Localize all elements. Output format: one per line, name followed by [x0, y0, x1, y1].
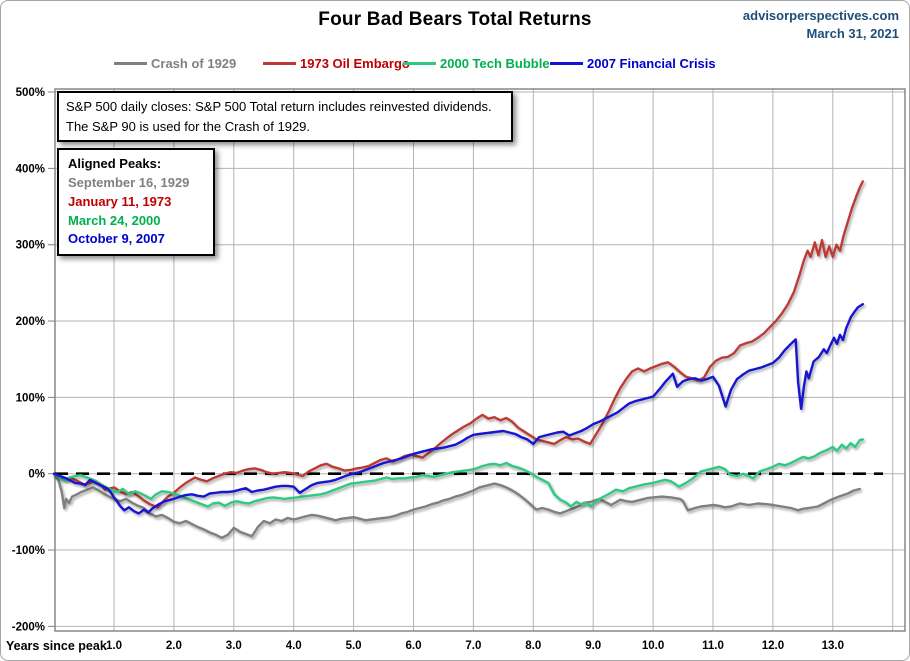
x-tick-label: 5.0 [346, 640, 362, 652]
aligned-peaks-title: Aligned Peaks: [68, 156, 162, 171]
aligned-peak-date: September 16, 1929 [68, 174, 190, 190]
x-tick-label: 12.0 [762, 640, 784, 652]
x-tick-label: 3.0 [226, 640, 242, 652]
legend-line-swatch [263, 61, 296, 65]
page-title: Four Bad Bears Total Returns [318, 9, 592, 30]
x-tick-label: 9.0 [585, 640, 601, 652]
x-tick-label: 7.0 [465, 640, 481, 652]
y-tick-label: 100% [16, 392, 45, 404]
y-tick-label: -200% [12, 621, 45, 633]
y-tick-label: 0% [28, 469, 45, 481]
legend-line-swatch [550, 61, 583, 65]
series-line-2000-tech-bubble [52, 438, 864, 508]
legend-item-2000-tech-bubble: 2000 Tech Bubble [403, 54, 550, 72]
legend: Crash of 1929 1973 Oil Embargo 2000 Tech B… [1, 54, 909, 72]
legend-item-2007-financial-crisis: 2007 Financial Crisis [550, 54, 716, 72]
x-tick-label: 1.0 [106, 640, 122, 652]
y-axis: 500% 400% 300% 200% 100% 0% -100% -200% [12, 87, 55, 633]
legend-label: 1973 Oil Embargo [300, 55, 410, 71]
legend-label: 2007 Financial Crisis [587, 55, 716, 71]
aligned-peak-date: March 24, 2000 [68, 212, 161, 228]
y-tick-label: 400% [16, 163, 45, 175]
y-tick-label: 200% [16, 316, 45, 328]
x-tick-label: 2.0 [166, 640, 182, 652]
x-axis: 1.0 2.0 3.0 4.0 5.0 6.0 7.0 8.0 9.0 10.0 11.0 12.0 1… [6, 639, 844, 653]
series-line-crash-of-1929 [52, 472, 861, 539]
note-line-1: S&P 500 daily closes: S&P 500 Total retu… [66, 99, 492, 114]
x-tick-label: 11.0 [702, 640, 724, 652]
aligned-peak-date: January 11, 1973 [68, 193, 172, 209]
source-date: March 31, 2021 [806, 26, 899, 42]
legend-label: Crash of 1929 [151, 55, 237, 71]
aligned-peak-date: October 9, 2007 [68, 231, 165, 247]
x-tick-label: 10.0 [642, 640, 664, 652]
source-block: advisorperspectives.com March 31, 2021 [743, 7, 899, 43]
y-tick-label: 300% [16, 240, 45, 252]
x-tick-label: 13.0 [822, 640, 844, 652]
x-tick-label: 4.0 [286, 640, 302, 652]
legend-item-crash-of-1929: Crash of 1929 [114, 54, 236, 72]
legend-line-swatch [114, 61, 147, 65]
x-gridlines [113, 89, 894, 631]
aligned-peaks-list: September 16, 1929 January 11, 1973 March … [68, 174, 204, 249]
legend-label: 2000 Tech Bubble [440, 55, 550, 71]
note-box: S&P 500 daily closes: S&P 500 Total retu… [57, 91, 513, 142]
note-line-2: The S&P 90 is used for the Crash of 1929… [66, 118, 311, 134]
series-line-2007-financial-crisis [52, 303, 864, 515]
y-tick-label: -100% [12, 545, 45, 557]
x-axis-title: Years since peak [6, 639, 107, 653]
series-line-1973-oil-embargo [52, 180, 864, 509]
plot-frame [54, 88, 906, 632]
legend-item-1973-oil-embargo: 1973 Oil Embargo [263, 54, 410, 72]
source-site: advisorperspectives.com [742, 8, 899, 23]
aligned-peaks-box: Aligned Peaks: September 16, 1929 January… [57, 148, 215, 257]
x-tick-label: 8.0 [525, 640, 541, 652]
y-tick-label: 500% [16, 87, 45, 99]
x-tick-label: 6.0 [406, 640, 422, 652]
legend-line-swatch [403, 61, 436, 65]
